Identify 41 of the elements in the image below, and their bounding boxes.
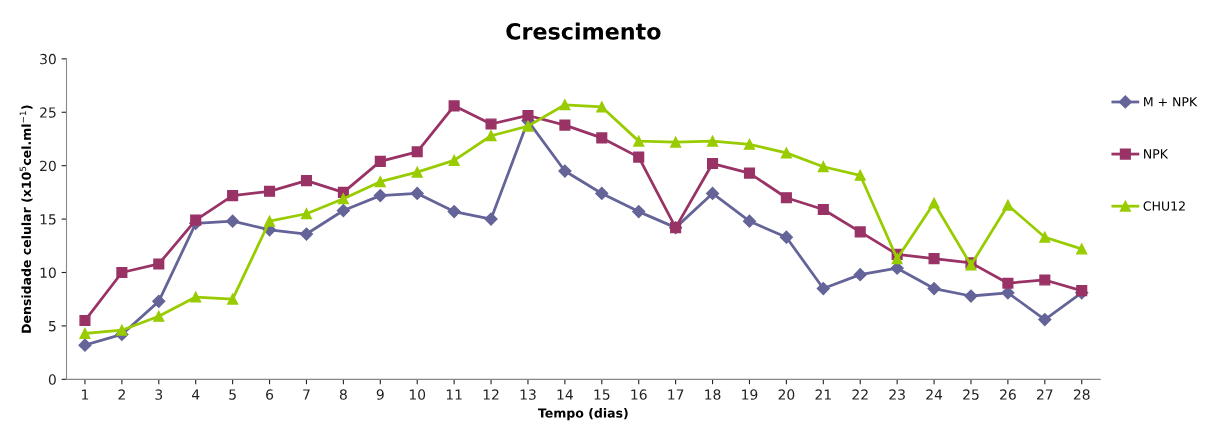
x-tick-label: 7 <box>303 389 310 400</box>
x-tick-label: 25 <box>963 389 979 400</box>
x-tick-label: 9 <box>376 389 384 400</box>
x-tick-label: 13 <box>520 389 536 400</box>
legend-label: CHU12 <box>1143 201 1185 211</box>
x-tick-label: 2 <box>118 389 125 400</box>
x-tick-label: 3 <box>155 389 163 400</box>
x-tick-label: 12 <box>483 389 499 400</box>
x-tick-label: 10 <box>409 389 426 400</box>
x-tick-label: 4 <box>191 389 200 400</box>
y-tick-label: 15 <box>40 214 56 225</box>
x-tick-label: 6 <box>266 389 274 400</box>
x-tick-label: 17 <box>668 389 684 400</box>
x-tick-label: 22 <box>852 389 868 400</box>
x-tick-label: 28 <box>1073 389 1090 400</box>
x-tick-label: 21 <box>815 389 831 400</box>
chart-title: Crescimento <box>506 22 661 40</box>
y-axis-title: Densidade celular (x10$^{5}$cel.ml$^{−1}$) <box>19 105 33 333</box>
x-tick-label: 20 <box>778 389 795 400</box>
x-tick-label: 14 <box>557 389 573 400</box>
legend-label: NPK <box>1144 149 1169 159</box>
y-tick-label: 30 <box>40 53 56 65</box>
x-tick-label: 8 <box>339 389 347 400</box>
x-tick-label: 19 <box>742 389 758 400</box>
legend-label: M + NPK <box>1144 97 1198 107</box>
x-tick-label: 23 <box>889 389 905 400</box>
x-tick-label: 11 <box>446 389 462 400</box>
x-tick-label: 1 <box>82 389 89 400</box>
x-tick-label: 18 <box>705 389 721 400</box>
x-tick-label: 27 <box>1036 389 1053 400</box>
x-tick-label: 16 <box>631 389 647 400</box>
y-tick-label: 0 <box>48 374 56 385</box>
x-axis-title: Tempo (dias) <box>538 408 628 421</box>
y-tick-label: 10 <box>40 267 56 278</box>
x-tick-label: 15 <box>594 389 610 400</box>
y-tick-label: 25 <box>40 107 56 118</box>
y-tick-label: 20 <box>40 160 56 172</box>
x-tick-label: 5 <box>229 389 236 400</box>
y-tick-label: 5 <box>49 321 56 332</box>
x-tick-label: 26 <box>1000 389 1016 400</box>
x-tick-label: 24 <box>926 389 943 400</box>
